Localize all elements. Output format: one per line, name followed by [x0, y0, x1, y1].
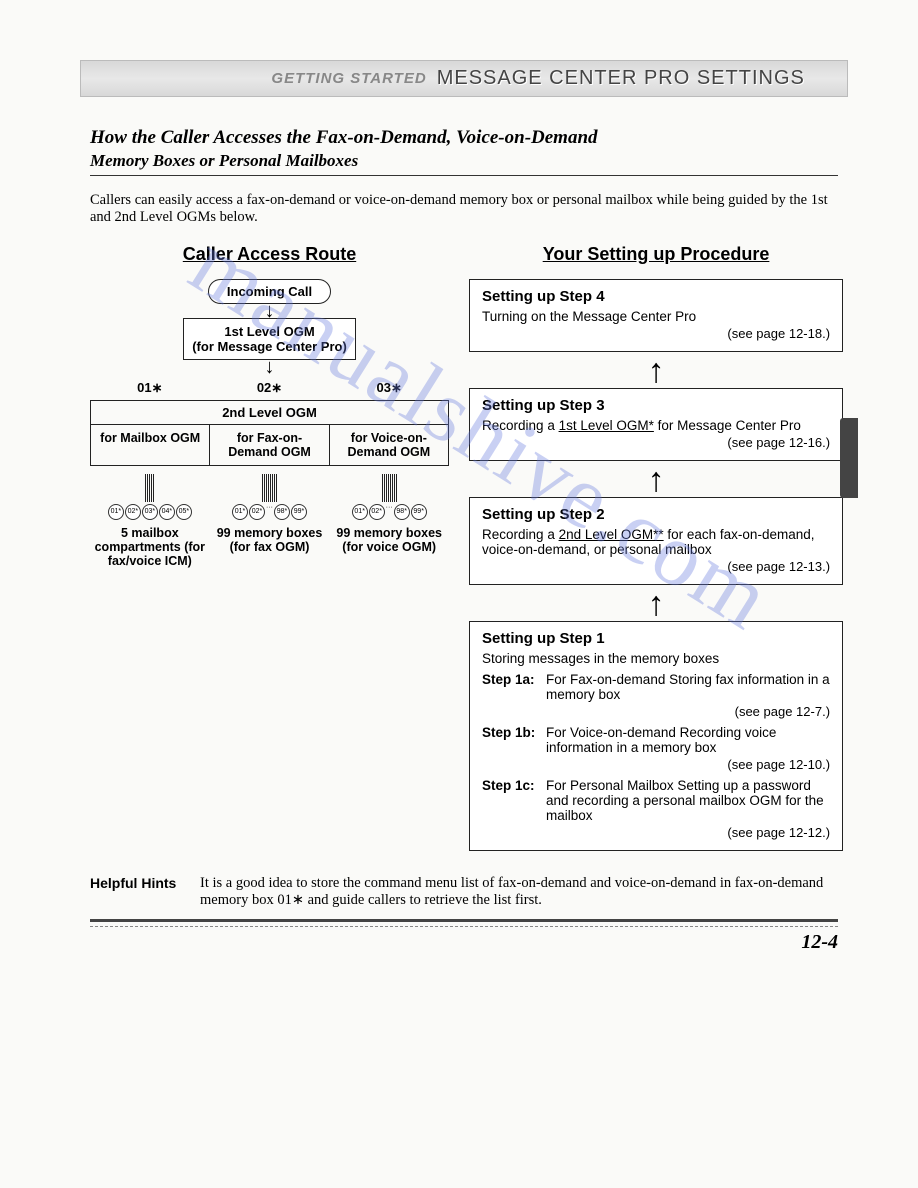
step1c-ref: (see page 12-12.) [546, 825, 830, 840]
arrow-up-icon: ↑ [469, 467, 843, 493]
code-branch-row: 01∗ 02∗ 03∗ [90, 380, 449, 396]
step1b-body: For Voice-on-demand Recording voice info… [546, 725, 830, 755]
chip: 02* [125, 504, 141, 520]
arrow-down-icon: ↓ [90, 362, 449, 372]
step4-ref: (see page 12-18.) [482, 326, 830, 341]
left-column-heading: Caller Access Route [90, 244, 449, 265]
level2-ogm-link: 2nd Level OGM** [559, 527, 664, 542]
code-01: 01∗ [137, 380, 162, 396]
step1c: Step 1c: For Personal Mailbox Setting up… [482, 778, 830, 840]
caller-access-column: Caller Access Route Incoming Call ↓ 1st … [90, 244, 449, 857]
chapter-header: GETTING STARTED MESSAGE CENTER PRO SETTI… [80, 60, 848, 97]
page-number: 12-4 [90, 931, 838, 954]
chip: 02* [369, 504, 385, 520]
level2-ogm-box: 2nd Level OGM for Mailbox OGM for Fax-on… [90, 400, 449, 466]
step3-box: Setting up Step 3 Recording a 1st Level … [469, 388, 843, 461]
level1-line2: (for Message Center Pro) [192, 339, 347, 354]
header-title: MESSAGE CENTER PRO SETTINGS [437, 67, 805, 90]
chip: 01* [232, 504, 248, 520]
step1-intro: Storing messages in the memory boxes [482, 651, 830, 666]
step2-body: Recording a 2nd Level OGM** for each fax… [482, 527, 830, 557]
arrow-down-icon: ↓ [90, 306, 449, 316]
setup-procedure-column: Your Setting up Procedure Setting up Ste… [469, 244, 843, 857]
page-subtitle: Memory Boxes or Personal Mailboxes [90, 151, 838, 176]
label-fax-boxes: 99 memory boxes (for fax OGM) [210, 526, 330, 568]
cell-fax: for Fax-on-Demand OGM [210, 425, 329, 465]
chip: 02* [249, 504, 265, 520]
header-section: GETTING STARTED [91, 70, 437, 87]
step1c-label: Step 1c: [482, 778, 546, 840]
bottom-labels: 5 mailbox compartments (for fax/voice IC… [90, 526, 449, 568]
label-mailbox-compartments: 5 mailbox compartments (for fax/voice IC… [90, 526, 210, 568]
code-chips: 01* 02* 03* 04* 05* 01* 02* ··· 98* 99* [90, 504, 449, 520]
hints-body: It is a good idea to store the command m… [200, 875, 838, 909]
arrow-up-icon: ↑ [469, 591, 843, 617]
level1-ogm-link: 1st Level OGM* [559, 418, 654, 433]
cell-mailbox: for Mailbox OGM [91, 425, 210, 465]
step2-title: Setting up Step 2 [482, 506, 830, 523]
chip: 98* [274, 504, 290, 520]
step4-body: Turning on the Message Center Pro [482, 309, 830, 324]
chip: 01* [352, 504, 368, 520]
chip: 01* [108, 504, 124, 520]
chip: 04* [159, 504, 175, 520]
step1a-label: Step 1a: [482, 672, 546, 719]
step1a: Step 1a: For Fax-on-demand Storing fax i… [482, 672, 830, 719]
step2-ref: (see page 12-13.) [482, 559, 830, 574]
manual-page: GETTING STARTED MESSAGE CENTER PRO SETTI… [0, 0, 918, 1188]
step1-box: Setting up Step 1 Storing messages in th… [469, 621, 843, 851]
ellipsis: ··· [266, 504, 273, 520]
step1-title: Setting up Step 1 [482, 630, 830, 647]
level1-line1: 1st Level OGM [224, 324, 314, 339]
level2-header: 2nd Level OGM [91, 401, 448, 425]
chip: 99* [411, 504, 427, 520]
thumb-tab [840, 418, 858, 498]
ellipsis: ··· [386, 504, 393, 520]
step3-title: Setting up Step 3 [482, 397, 830, 414]
step1b-label: Step 1b: [482, 725, 546, 772]
step4-title: Setting up Step 4 [482, 288, 830, 305]
step1b: Step 1b: For Voice-on-demand Recording v… [482, 725, 830, 772]
code-03: 03∗ [377, 380, 402, 396]
chip: 03* [142, 504, 158, 520]
step1b-ref: (see page 12-10.) [546, 757, 830, 772]
step1c-body: For Personal Mailbox Setting up a passwo… [546, 778, 830, 823]
chip: 05* [176, 504, 192, 520]
step3-body: Recording a 1st Level OGM* for Message C… [482, 418, 830, 433]
step2-box: Setting up Step 2 Recording a 2nd Level … [469, 497, 843, 585]
flowchart: Incoming Call ↓ 1st Level OGM (for Messa… [90, 279, 449, 568]
code-02: 02∗ [257, 380, 282, 396]
page-title: How the Caller Accesses the Fax-on-Deman… [90, 127, 838, 149]
step1a-ref: (see page 12-7.) [546, 704, 830, 719]
label-voice-boxes: 99 memory boxes (for voice OGM) [329, 526, 449, 568]
tick-lines [90, 474, 449, 502]
step1a-body: For Fax-on-demand Storing fax informatio… [546, 672, 830, 702]
footer-rule [90, 919, 838, 927]
two-column-layout: Caller Access Route Incoming Call ↓ 1st … [90, 244, 838, 857]
hints-label: Helpful Hints [90, 875, 200, 909]
level1-ogm-node: 1st Level OGM (for Message Center Pro) [183, 318, 356, 360]
cell-voice: for Voice-on-Demand OGM [330, 425, 448, 465]
chip: 99* [291, 504, 307, 520]
step3-ref: (see page 12-16.) [482, 435, 830, 450]
helpful-hints-row: Helpful Hints It is a good idea to store… [90, 875, 838, 909]
arrow-up-icon: ↑ [469, 358, 843, 384]
chip: 98* [394, 504, 410, 520]
right-column-heading: Your Setting up Procedure [469, 244, 843, 265]
intro-paragraph: Callers can easily access a fax-on-deman… [90, 192, 838, 226]
step4-box: Setting up Step 4 Turning on the Message… [469, 279, 843, 352]
level2-cells: for Mailbox OGM for Fax-on-Demand OGM fo… [91, 425, 448, 465]
